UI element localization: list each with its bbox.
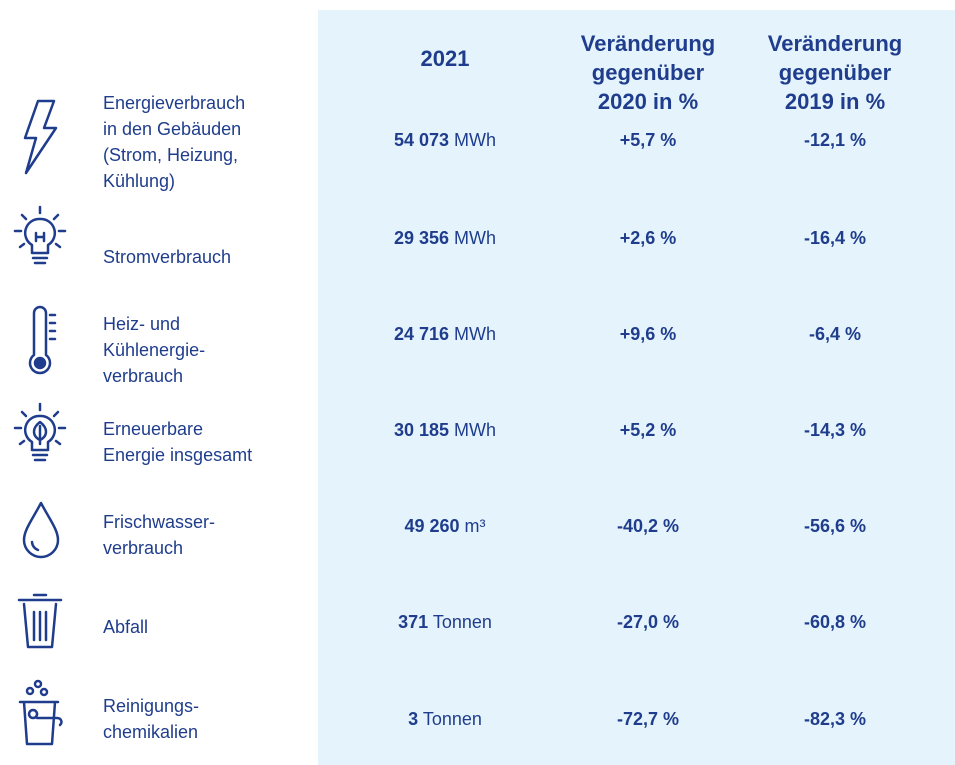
change-value: +5,7 % xyxy=(619,130,677,150)
value-cell: 49 260 m³ xyxy=(335,515,555,537)
unit: Tonnen xyxy=(422,709,482,729)
change-cell: -56,6 % xyxy=(725,515,945,537)
change-value: -6,4 % xyxy=(808,324,862,344)
change-cell: +5,7 % xyxy=(538,129,758,151)
label-line: verbrauch xyxy=(103,366,184,386)
header-line: Veränderung xyxy=(767,31,903,56)
value-cell: 29 356 MWh xyxy=(335,227,555,249)
label-line: (Strom, Heizung, xyxy=(103,145,239,165)
change-cell: -60,8 % xyxy=(725,611,945,633)
change-cell: -12,1 % xyxy=(725,129,945,151)
label-line: Stromverbrauch xyxy=(103,247,232,267)
change-cell: -16,4 % xyxy=(725,227,945,249)
change-value: -82,3 % xyxy=(803,709,867,729)
header-line: 2019 in % xyxy=(784,89,886,114)
change-cell: -6,4 % xyxy=(725,323,945,345)
change-cell: +2,6 % xyxy=(538,227,758,249)
unit: m³ xyxy=(464,516,486,536)
row-label: Heiz- und Kühlenergie-verbrauch xyxy=(103,311,205,389)
change-value: -40,2 % xyxy=(616,516,680,536)
row-label: Abfall xyxy=(103,614,148,640)
change-value: -60,8 % xyxy=(803,612,867,632)
icon-bin xyxy=(17,593,63,649)
change-value: +9,6 % xyxy=(619,324,677,344)
value-cell: 54 073 MWh xyxy=(335,129,555,151)
row-label: Stromverbrauch xyxy=(103,244,231,270)
icon-bulb xyxy=(13,205,67,265)
header-line: 2020 in % xyxy=(597,89,699,114)
value: 54 073 xyxy=(393,130,450,150)
label-line: Kühlung) xyxy=(103,171,176,191)
header-line: 2021 xyxy=(420,46,470,71)
change-cell: -27,0 % xyxy=(538,611,758,633)
icon-bucket xyxy=(18,679,63,746)
change-value: +5,2 % xyxy=(619,420,677,440)
change-value: -14,3 % xyxy=(803,420,867,440)
value: 24 716 xyxy=(393,324,450,344)
icon-lightning xyxy=(23,99,58,175)
label-line: Kühlenergie- xyxy=(103,340,206,360)
value: 3 xyxy=(408,709,419,729)
change-value: -56,6 % xyxy=(803,516,867,536)
label-line: Energieverbrauch xyxy=(103,93,246,113)
unit: MWh xyxy=(454,420,497,440)
label-line: Reinigungs- xyxy=(103,696,200,716)
row-label: Frischwasser-verbrauch xyxy=(103,509,215,561)
label-line: Energie insgesamt xyxy=(103,445,253,465)
label-line: chemikalien xyxy=(103,722,199,742)
value-cell: 371 Tonnen xyxy=(335,611,555,633)
icon-thermometer xyxy=(28,305,57,375)
label-line: Abfall xyxy=(103,617,149,637)
header-line: gegenüber xyxy=(778,60,892,85)
row-label: Energieverbrauch in den Gebäuden (Strom, H… xyxy=(103,90,245,194)
label-line: Frischwasser- xyxy=(103,512,216,532)
change-value: +2,6 % xyxy=(619,228,677,248)
label-line: verbrauch xyxy=(103,538,184,558)
change-cell: +9,6 % xyxy=(538,323,758,345)
row-label: Erneuerbare Energie insgesamt xyxy=(103,416,252,468)
unit: MWh xyxy=(454,324,497,344)
change-value: -12,1 % xyxy=(803,130,867,150)
change-cell: -40,2 % xyxy=(538,515,758,537)
value-cell: 24 716 MWh xyxy=(335,323,555,345)
label-line: Erneuerbare xyxy=(103,419,204,439)
column-header: Veränderung gegenüber 2020 in % xyxy=(538,29,758,116)
value: 29 356 xyxy=(393,228,450,248)
change-cell: -72,7 % xyxy=(538,708,758,730)
highlight-panel xyxy=(318,10,955,765)
column-header: 2021 xyxy=(335,44,555,73)
header-line: Veränderung xyxy=(580,31,716,56)
change-cell: -82,3 % xyxy=(725,708,945,730)
value: 371 xyxy=(398,612,429,632)
row-label: Reinigungs-chemikalien xyxy=(103,693,199,745)
unit: Tonnen xyxy=(432,612,492,632)
change-cell: +5,2 % xyxy=(538,419,758,441)
unit: MWh xyxy=(454,228,497,248)
icon-bulb-leaf xyxy=(13,402,67,462)
value-cell: 30 185 MWh xyxy=(335,419,555,441)
label-line: in den Gebäuden xyxy=(103,119,242,139)
unit: MWh xyxy=(454,130,497,150)
value: 49 260 xyxy=(404,516,460,536)
change-value: -72,7 % xyxy=(616,709,680,729)
icon-drop xyxy=(22,501,60,559)
value: 30 185 xyxy=(393,420,450,440)
change-value: -27,0 % xyxy=(616,612,680,632)
label-line: Heiz- und xyxy=(103,314,181,334)
header-line: gegenüber xyxy=(591,60,705,85)
value-cell: 3 Tonnen xyxy=(335,708,555,730)
change-cell: -14,3 % xyxy=(725,419,945,441)
column-header: Veränderung gegenüber 2019 in % xyxy=(725,29,945,116)
change-value: -16,4 % xyxy=(803,228,867,248)
